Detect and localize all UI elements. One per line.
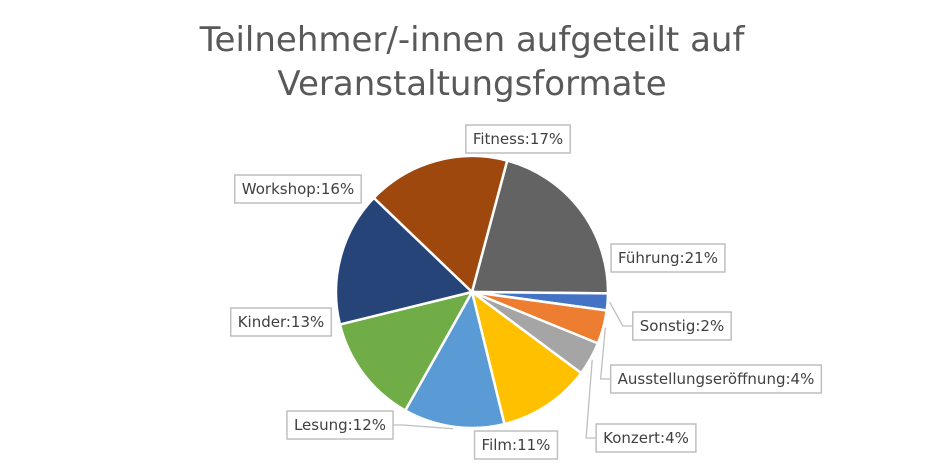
data-label-workshop: Workshop:16% <box>234 174 362 204</box>
chart-title-line-2: Veranstaltungsformate <box>277 64 667 104</box>
pie-slice-lesung <box>403 288 506 430</box>
pie-slice-film <box>469 288 583 426</box>
data-label-text: Workshop:16% <box>242 180 354 198</box>
pie-slice-workshop <box>334 196 475 326</box>
data-label-box <box>465 124 571 154</box>
pie-slice-fitness <box>372 154 509 295</box>
leader-lines <box>393 301 633 439</box>
data-label-box <box>595 423 697 453</box>
data-label-text: Fitness:17% <box>473 130 563 148</box>
data-label-sonstig: Sonstig:2% <box>632 311 732 341</box>
data-labels: Führung:21% Sonstig:2% Ausstellungseröffnu… <box>229 124 823 460</box>
data-label-text: Kinder:13% <box>238 313 325 331</box>
pie-slice-führung <box>470 159 610 295</box>
chart-title: Teilnehmer/-innen aufgeteilt auf Veranst… <box>0 18 944 106</box>
data-label-text: Konzert:4% <box>603 429 689 447</box>
pie-slices <box>334 154 610 430</box>
data-label-text: Lesung:12% <box>294 416 386 434</box>
data-label-box <box>609 364 823 394</box>
leader-line-lesung <box>393 424 454 430</box>
data-label-text: Ausstellungseröffnung:4% <box>618 370 815 388</box>
data-label-ausstellungseröffnung: Ausstellungseröffnung:4% <box>609 364 823 394</box>
data-label-film: Film:11% <box>473 430 559 460</box>
chart-title-line-1: Teilnehmer/-innen aufgeteilt auf <box>199 20 745 60</box>
leader-line-ausstellungseröffnung <box>599 327 611 380</box>
data-label-lesung: Lesung:12% <box>286 410 394 440</box>
data-label-box <box>286 410 394 440</box>
data-label-box <box>473 430 559 460</box>
data-label-fitness: Fitness:17% <box>465 124 571 154</box>
data-label-text: Film:11% <box>482 436 551 454</box>
data-label-box <box>234 174 362 204</box>
data-label-konzert: Konzert:4% <box>595 423 697 453</box>
data-label-kinder: Kinder:13% <box>229 307 333 337</box>
leader-line-sonstig <box>609 301 633 327</box>
data-label-box <box>229 307 333 337</box>
data-label-führung: Führung:21% <box>610 243 726 273</box>
data-label-text: Führung:21% <box>618 249 718 267</box>
data-label-box <box>610 243 726 273</box>
data-label-text: Sonstig:2% <box>640 317 724 335</box>
leader-line-konzert <box>585 359 597 439</box>
data-label-box <box>632 311 732 341</box>
pie-slice-kinder <box>338 290 475 413</box>
